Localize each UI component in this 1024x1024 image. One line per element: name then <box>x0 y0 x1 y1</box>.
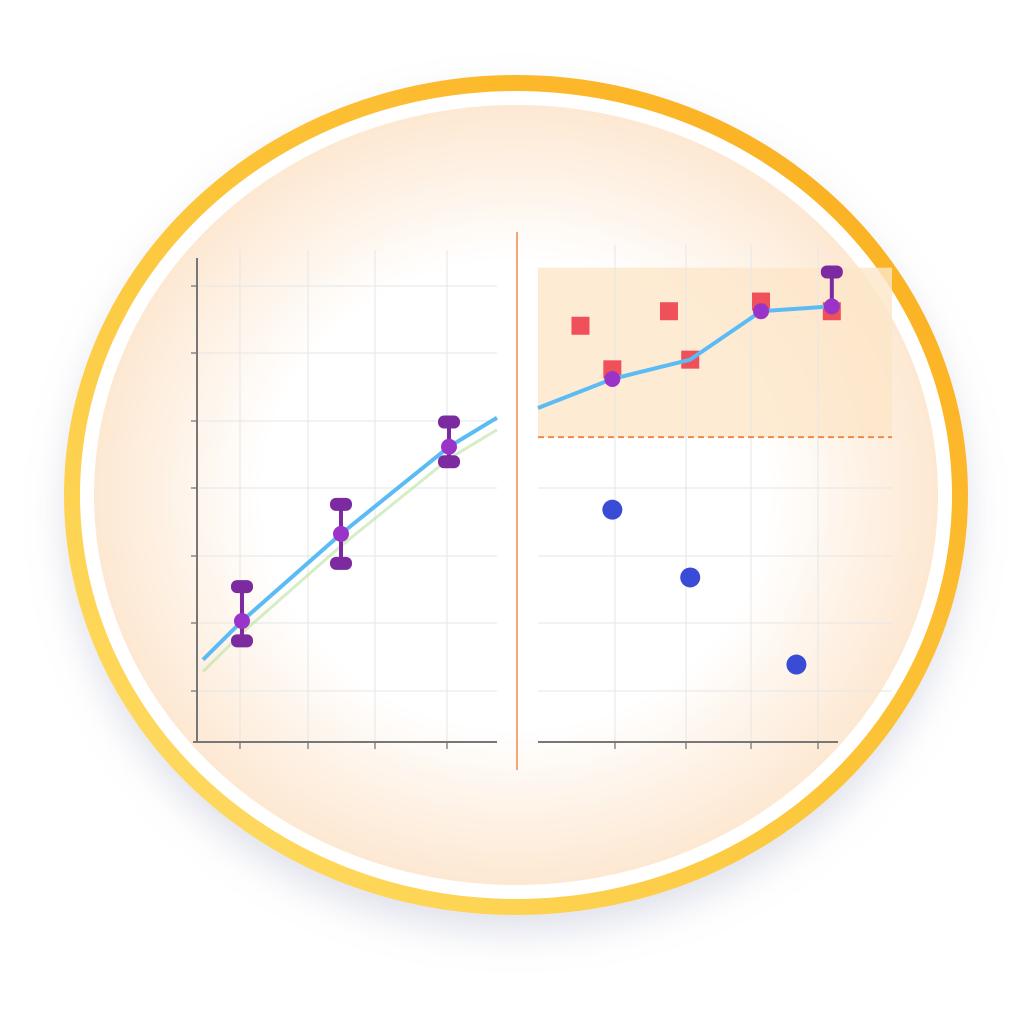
error-bar-0-cap-bottom <box>231 634 253 648</box>
error-bar-cap <box>820 265 843 279</box>
data-point <box>234 613 250 629</box>
error-bar-1-cap-top <box>330 497 352 511</box>
scatter-point <box>680 567 701 588</box>
highlight-band <box>538 267 892 438</box>
scatter-point <box>786 654 807 675</box>
square-marker <box>659 302 678 321</box>
error-bar-2-cap-bottom <box>438 455 460 469</box>
data-point <box>604 371 621 387</box>
data-point <box>753 303 770 320</box>
error-bar-2-cap-top <box>438 415 460 429</box>
error-bar-1-cap-bottom <box>330 556 352 570</box>
data-point <box>441 438 457 455</box>
data-point <box>823 298 840 315</box>
error-bar-0-cap-top <box>231 580 253 594</box>
square-marker <box>571 316 590 335</box>
data-point <box>333 525 349 542</box>
series-line <box>537 304 832 410</box>
badge-background <box>94 105 938 885</box>
scatter-point <box>602 499 623 520</box>
